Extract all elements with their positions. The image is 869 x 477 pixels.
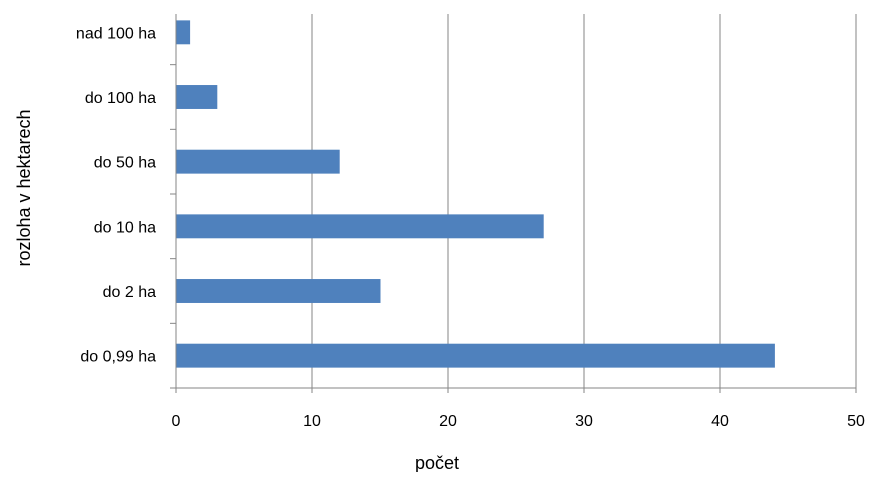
x-tick-label: 20 — [439, 413, 457, 430]
y-category-label: do 10 ha — [94, 219, 156, 236]
y-category-label: do 2 ha — [103, 284, 156, 301]
bar — [176, 343, 775, 368]
bar — [176, 149, 340, 174]
x-tick-label: 0 — [172, 413, 181, 430]
axes — [170, 14, 857, 393]
x-tick-label: 30 — [575, 413, 593, 430]
bar — [176, 214, 544, 239]
x-tick-label: 50 — [847, 413, 865, 430]
y-category-label: do 100 ha — [85, 90, 156, 107]
y-category-label: do 0,99 ha — [80, 349, 156, 366]
y-category-label: do 50 ha — [94, 155, 156, 172]
x-axis-title: počet — [415, 453, 459, 472]
y-axis-title: rozloha v hektarech — [14, 109, 34, 266]
y-category-label: nad 100 ha — [76, 25, 156, 42]
bar — [176, 279, 381, 303]
bars — [176, 20, 775, 368]
gridlines — [311, 14, 857, 388]
x-tick-label: 40 — [711, 413, 729, 430]
tick-labels: 0 10 20 30 40 50 do 0,99 ha do 2 ha do 10 ha do 5… — [76, 25, 865, 430]
bar — [176, 20, 191, 45]
x-tick-label: 10 — [303, 413, 321, 430]
bar — [176, 85, 218, 109]
